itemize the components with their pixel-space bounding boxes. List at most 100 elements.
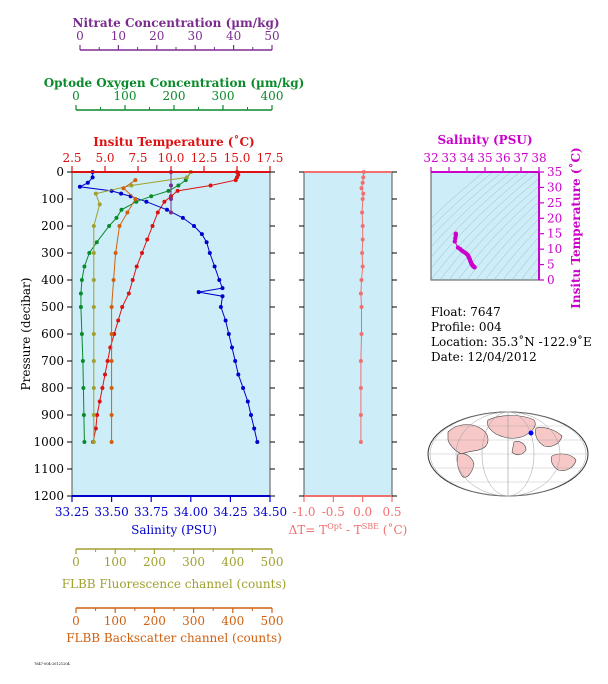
ts-temperature-tick-label: 15 [547, 227, 562, 241]
salinity-point [252, 427, 256, 431]
flbb-backscatter-point [118, 224, 122, 228]
pressure-axis-label: Pressure (decibar) [19, 278, 33, 391]
ts-temperature-tick-label: 0 [547, 273, 555, 287]
deltaT-plot-background [304, 172, 392, 496]
salinity-point [192, 224, 196, 228]
deltaT-point [360, 251, 364, 255]
fluorescence-tick-label: 100 [104, 555, 127, 569]
backscatter-tick-label: 100 [104, 614, 127, 628]
deltaT-point [360, 305, 364, 309]
insitu-temperature-point [156, 211, 160, 215]
insitu-temperature-point [140, 251, 144, 255]
ts-temperature-axis-label: Insitu Temperature (˚C) [568, 147, 583, 308]
pressure-tick-label: 100 [41, 192, 64, 206]
ts-salinity-tick-label: 34 [459, 151, 475, 165]
nitrate-tick-label: 20 [149, 29, 164, 43]
salinity-point [144, 200, 148, 204]
insitu-temperature-point [120, 305, 124, 309]
optode-oxygen-point [167, 189, 171, 193]
salinity-tick-label: 34.25 [213, 505, 247, 519]
deltaT-point [361, 265, 365, 269]
salinity-point [246, 400, 250, 404]
ts-salinity-tick-label: 35 [477, 151, 492, 165]
ts-salinity-tick-label: 36 [495, 151, 510, 165]
insitu-temperature-point [135, 265, 139, 269]
deltaT-point [360, 211, 364, 215]
temperature-tick-label: 12.5 [191, 151, 218, 165]
flbb-fluorescence-point [92, 251, 96, 255]
flbb-fluorescence-point [92, 224, 96, 228]
flbb-fluorescence-point [92, 413, 96, 417]
ts-point [453, 239, 457, 243]
flbb-backscatter-point [133, 178, 137, 182]
nitrate-tick-label: 0 [76, 29, 84, 43]
salinity-tick-label: 34.50 [253, 505, 287, 519]
world-map [428, 412, 588, 496]
optode-oxygen-point [79, 292, 83, 296]
backscatter-tick-label: 400 [221, 614, 244, 628]
optode-oxygen-point [79, 305, 83, 309]
flbb-backscatter-point [133, 197, 137, 201]
optode-oxygen-point [115, 216, 119, 220]
temperature-axis-label: Insitu Temperature (˚C) [93, 134, 254, 149]
nitrate-tick-label: 10 [111, 29, 126, 43]
info-date: Date: 12/04/2012 [431, 350, 537, 364]
ts-temperature-tick-label: 20 [547, 211, 562, 225]
optode-oxygen-point [87, 251, 91, 255]
flbb-backscatter-point [110, 305, 114, 309]
insitu-temperature-point [127, 292, 131, 296]
temperature-tick-label: 17.5 [257, 151, 284, 165]
ts-temperature-tick-label: 35 [547, 165, 562, 179]
oxygen-tick-label: 200 [163, 89, 186, 103]
flbb-fluorescence-point [92, 359, 96, 363]
insitu-temperature-point [234, 178, 238, 182]
insitu-temperature-point [145, 238, 149, 242]
deltaT-point [360, 186, 364, 190]
optode-oxygen-point [95, 240, 99, 244]
insitu-temperature-point [162, 200, 166, 204]
salinity-point [236, 373, 240, 377]
flbb-backscatter-point [110, 386, 114, 390]
fluorescence-tick-label: 500 [261, 555, 284, 569]
salinity-point [213, 265, 217, 269]
oxygen-tick-label: 300 [212, 89, 235, 103]
pressure-tick-label: 900 [41, 408, 64, 422]
deltaT-point [361, 238, 365, 242]
fluorescence-tick-label: 0 [72, 555, 80, 569]
salinity-point [227, 332, 231, 336]
insitu-temperature-point [116, 319, 120, 323]
salinity-point [78, 185, 82, 189]
backscatter-tick-label: 500 [261, 614, 284, 628]
salinity-point [205, 240, 209, 244]
fluorescence-axis: 0 100 200 300 400 500 FLBB Fluorescence chann… [62, 549, 287, 591]
optode-oxygen-point [81, 359, 85, 363]
salinity-point [221, 286, 225, 290]
salinity-point [208, 251, 212, 255]
flbb-fluorescence-point [185, 175, 189, 179]
flbb-backscatter-point [110, 332, 114, 336]
insitu-temperature-point [98, 400, 102, 404]
ts-salinity-tick-label: 38 [531, 151, 546, 165]
info-block: Float: 7647 Profile: 004 Location: 35.3˚… [431, 305, 592, 364]
nitrate-point [169, 184, 173, 188]
deltaT-point [359, 386, 363, 390]
optode-oxygen-point [80, 332, 84, 336]
salinity-tick-label: 33.25 [55, 505, 89, 519]
float-location-marker [529, 431, 534, 436]
pressure-tick-label: 400 [41, 273, 64, 287]
pressure-tick-label: 600 [41, 327, 64, 341]
salinity-point [197, 290, 201, 294]
insitu-temperature-point [131, 278, 135, 282]
profile-plot-background [72, 172, 270, 496]
insitu-temperature-point [106, 359, 110, 363]
backscatter-axis-label: FLBB Backscatter channel (counts) [66, 631, 282, 645]
backscatter-tick-label: 0 [72, 614, 80, 628]
salinity-point [219, 305, 223, 309]
deltaT-point [361, 175, 365, 179]
salinity-point [86, 181, 90, 185]
ts-temperature-tick-label: 30 [547, 180, 562, 194]
flbb-fluorescence-point [98, 202, 102, 206]
flbb-backscatter-point [110, 413, 114, 417]
ts-point [472, 265, 476, 269]
insitu-temperature-point [100, 386, 104, 390]
